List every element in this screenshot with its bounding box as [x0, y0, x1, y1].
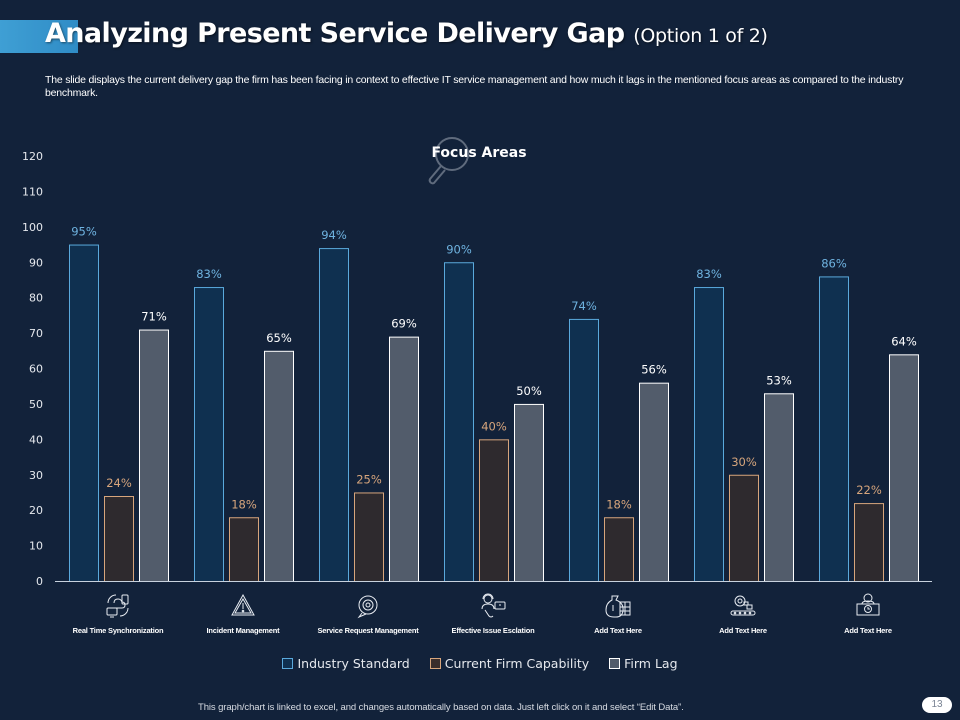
legend-swatch-current — [429, 658, 441, 669]
gear-conveyor-icon — [730, 595, 756, 616]
legend-item-firm-lag[interactable]: Firm Lag — [609, 656, 678, 671]
bar-firm-lag[interactable] — [639, 382, 669, 582]
data-label-industry-standard: 83% — [696, 267, 722, 281]
page-title-suffix: (Option 1 of 2) — [633, 25, 768, 47]
bar-current-firm-capability[interactable] — [854, 503, 884, 583]
data-label-industry-standard: 90% — [446, 242, 472, 256]
sync-devices-icon — [106, 594, 129, 618]
bar-current-firm-capability[interactable] — [354, 492, 384, 583]
x-category-label: Add Text Here — [594, 626, 642, 635]
legend-item-industry-standard[interactable]: Industry Standard — [282, 656, 410, 671]
bar-industry-standard[interactable] — [819, 276, 849, 582]
bar-firm-lag[interactable] — [514, 403, 544, 582]
chart-title: Focus Areas — [431, 145, 526, 161]
y-tick-label: 60 — [29, 363, 43, 376]
y-axis: 0 10 20 30 40 50 60 70 80 90 100 110 120 — [22, 150, 43, 588]
x-category-label: Incident Management — [207, 626, 281, 635]
page-title-main: Analyzing Present Service Delivery Gap — [45, 18, 625, 49]
y-tick-label: 120 — [22, 150, 43, 163]
legend-label: Firm Lag — [624, 656, 678, 671]
service-request-icon — [357, 595, 378, 619]
bar-firm-lag[interactable] — [889, 354, 919, 583]
bar-industry-standard[interactable] — [319, 248, 349, 582]
data-label-firm-lag: 69% — [391, 317, 417, 331]
data-label-industry-standard: 95% — [71, 225, 97, 239]
data-label-current-firm-capability: 18% — [231, 497, 257, 511]
y-tick-label: 0 — [36, 575, 43, 588]
legend-item-current-firm-capability[interactable]: Current Firm Capability — [429, 656, 590, 671]
data-label-current-firm-capability: 25% — [356, 472, 382, 486]
x-category-label: Real Time Synchronization — [73, 626, 164, 635]
bar-industry-standard[interactable] — [444, 262, 474, 582]
data-label-firm-lag: 64% — [891, 334, 917, 348]
magnifier-icon — [428, 137, 469, 185]
legend-swatch-lag — [609, 658, 621, 669]
legend-swatch-industry — [282, 658, 294, 669]
bar-industry-standard[interactable] — [694, 287, 724, 582]
y-tick-label: 100 — [22, 221, 43, 234]
data-label-current-firm-capability: 30% — [731, 455, 757, 469]
data-label-firm-lag: 65% — [266, 331, 292, 345]
page-title: Analyzing Present Service Delivery Gap (… — [45, 18, 768, 49]
y-tick-label: 90 — [29, 256, 43, 269]
data-label-firm-lag: 53% — [766, 373, 792, 387]
bar-current-firm-capability[interactable] — [604, 517, 634, 582]
x-axis-categories: Real Time Synchronization Incident Manage… — [73, 593, 892, 635]
data-label-industry-standard: 86% — [821, 256, 847, 270]
data-label-industry-standard: 83% — [196, 267, 222, 281]
bars — [69, 244, 919, 583]
data-label-current-firm-capability: 18% — [606, 497, 632, 511]
y-tick-label: 70 — [29, 327, 43, 340]
desk-clock-person-icon — [856, 593, 880, 616]
warning-triangle-icon — [231, 593, 255, 616]
data-label-current-firm-capability: 22% — [856, 483, 882, 497]
data-label-industry-standard: 74% — [571, 299, 597, 313]
data-labels: 95% 24% 71% 83% 18% 65% 94% 25% 69% 90% 40% 50% 74% 1… — [71, 225, 917, 512]
y-tick-label: 40 — [29, 433, 43, 446]
y-tick-label: 110 — [22, 185, 43, 198]
chart-title-group: Focus Areas — [428, 137, 527, 185]
bar-firm-lag[interactable] — [139, 329, 169, 582]
chart-legend: Industry Standard Current Firm Capabilit… — [0, 656, 960, 671]
money-bag-calculator-icon — [605, 595, 631, 618]
y-tick-label: 10 — [29, 540, 43, 553]
x-category-label: Effective Issue Esclation — [452, 626, 536, 635]
slide-description: The slide displays the current delivery … — [45, 74, 904, 99]
legend-label: Current Firm Capability — [444, 656, 590, 671]
data-label-industry-standard: 94% — [321, 228, 347, 242]
bar-current-firm-capability[interactable] — [104, 496, 134, 582]
data-label-firm-lag: 56% — [641, 363, 667, 377]
data-label-current-firm-capability: 24% — [106, 476, 132, 490]
support-agent-icon — [481, 593, 506, 618]
legend-label: Industry Standard — [297, 656, 410, 671]
data-label-firm-lag: 71% — [141, 310, 167, 324]
x-category-label: Service Request Management — [317, 626, 419, 635]
bar-current-firm-capability[interactable] — [729, 474, 759, 582]
page-number-badge: 13 — [922, 697, 952, 713]
bar-industry-standard[interactable] — [194, 287, 224, 582]
y-tick-label: 20 — [29, 504, 43, 517]
bar-industry-standard[interactable] — [69, 244, 99, 583]
data-label-firm-lag: 50% — [516, 384, 542, 398]
x-category-label: Add Text Here — [844, 626, 892, 635]
y-tick-label: 50 — [29, 398, 43, 411]
bar-current-firm-capability[interactable] — [229, 517, 259, 582]
bar-industry-standard[interactable] — [569, 318, 599, 582]
y-tick-label: 80 — [29, 292, 43, 305]
bar-current-firm-capability[interactable] — [479, 439, 509, 583]
bar-firm-lag[interactable] — [264, 350, 294, 582]
x-category-label: Add Text Here — [719, 626, 767, 635]
title-accent-bar — [0, 20, 78, 53]
y-tick-label: 30 — [29, 469, 43, 482]
bar-firm-lag[interactable] — [389, 336, 419, 582]
footer-note: This graph/chart is linked to excel, and… — [198, 702, 684, 713]
bar-firm-lag[interactable] — [764, 393, 794, 582]
data-label-current-firm-capability: 40% — [481, 419, 507, 433]
